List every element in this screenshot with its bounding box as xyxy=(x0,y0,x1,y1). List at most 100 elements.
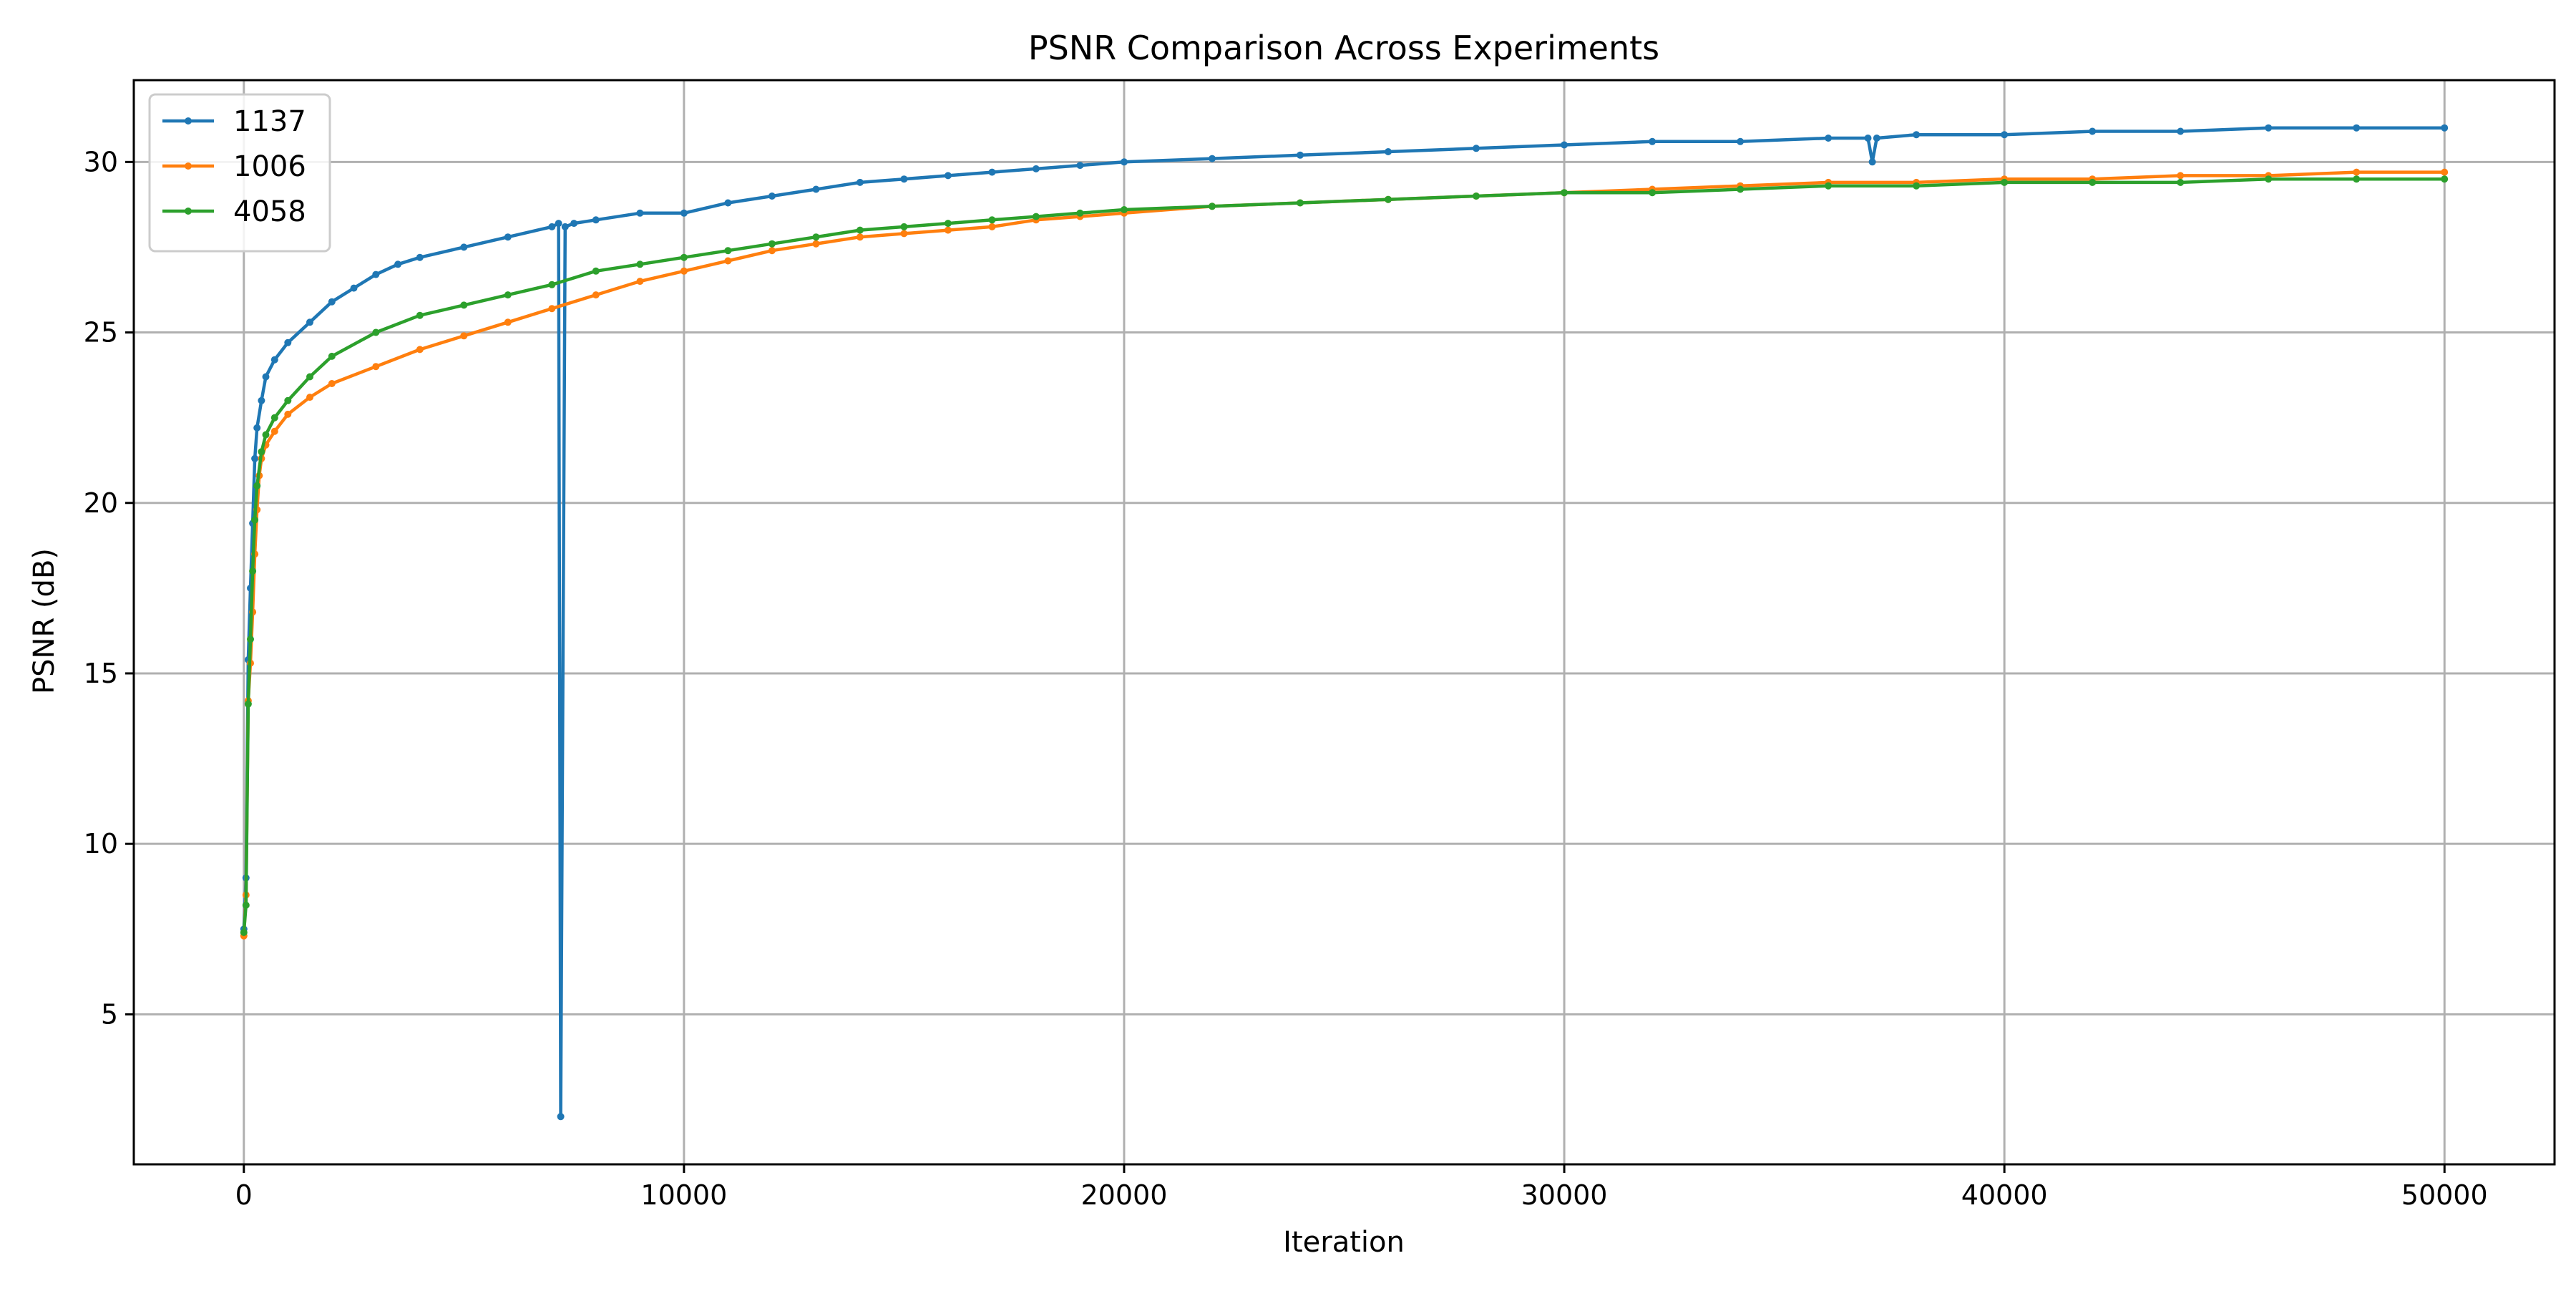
data-point xyxy=(768,247,776,255)
data-point xyxy=(1032,213,1040,220)
data-point xyxy=(1873,135,1880,142)
data-point xyxy=(988,216,996,224)
data-point xyxy=(680,253,688,261)
data-point xyxy=(244,700,252,708)
data-point xyxy=(306,394,313,401)
data-point xyxy=(262,373,270,381)
series-4058 xyxy=(240,175,2449,936)
legend-marker xyxy=(185,208,192,215)
data-point xyxy=(372,363,380,371)
legend-label: 1006 xyxy=(233,150,306,183)
data-point xyxy=(856,233,864,241)
data-point xyxy=(1737,185,1745,193)
data-point xyxy=(251,516,259,524)
legend: 1137 1006 4058 xyxy=(148,93,331,253)
data-point xyxy=(253,482,261,489)
data-point xyxy=(2265,124,2273,132)
y-tick-label: 15 xyxy=(84,658,118,689)
series-1137 xyxy=(240,124,2449,1121)
data-point xyxy=(2177,178,2185,186)
data-point xyxy=(592,216,600,224)
data-point xyxy=(2441,168,2449,176)
data-point xyxy=(1121,206,1128,213)
data-point xyxy=(2441,175,2449,183)
data-point xyxy=(416,311,424,319)
x-tick-label: 50000 xyxy=(2401,1179,2488,1211)
chart-title: PSNR Comparison Across Experiments xyxy=(1028,29,1659,67)
data-point xyxy=(2353,124,2361,132)
data-point xyxy=(350,284,358,292)
data-point xyxy=(1825,135,1833,142)
y-axis-label: PSNR (dB) xyxy=(28,548,61,694)
data-point xyxy=(262,431,270,439)
data-point xyxy=(1473,193,1480,200)
y-tick-label: 25 xyxy=(84,317,118,349)
data-point xyxy=(2001,131,2009,139)
x-tick-label: 10000 xyxy=(640,1179,727,1211)
legend-label: 4058 xyxy=(233,195,306,228)
data-point xyxy=(2177,127,2185,135)
legend-label: 1137 xyxy=(233,105,306,138)
x-tick-label: 30000 xyxy=(1521,1179,1608,1211)
series-layer xyxy=(240,124,2449,1121)
data-point xyxy=(247,635,254,643)
data-point xyxy=(900,175,908,183)
y-tick-label: 5 xyxy=(101,998,118,1030)
data-point xyxy=(249,567,257,575)
data-point xyxy=(724,247,732,255)
data-point xyxy=(2001,178,2009,186)
data-point xyxy=(555,220,562,228)
data-point xyxy=(1297,199,1304,207)
data-point xyxy=(636,278,644,286)
data-point xyxy=(1076,162,1084,170)
data-point xyxy=(2353,175,2361,183)
data-point xyxy=(258,396,265,404)
data-point xyxy=(2177,172,2185,180)
data-point xyxy=(460,301,468,309)
data-point xyxy=(1297,151,1304,159)
data-point xyxy=(328,352,336,360)
data-point xyxy=(328,298,336,306)
data-point xyxy=(1385,148,1392,155)
x-tick-label: 20000 xyxy=(1081,1179,1168,1211)
data-point xyxy=(306,373,313,381)
data-point xyxy=(460,243,468,251)
data-point xyxy=(636,260,644,268)
axis-frame xyxy=(132,79,2556,1166)
data-point xyxy=(284,396,292,404)
data-point xyxy=(680,267,688,275)
data-point xyxy=(1649,189,1657,197)
data-point xyxy=(768,193,776,200)
data-point xyxy=(1864,135,1872,142)
x-tick-label: 0 xyxy=(235,1179,253,1211)
data-point xyxy=(504,291,512,299)
data-point xyxy=(724,257,732,265)
data-point xyxy=(1473,145,1480,152)
data-point xyxy=(636,209,644,217)
data-point xyxy=(680,209,688,217)
data-point xyxy=(570,220,578,228)
data-point xyxy=(944,172,952,180)
data-point xyxy=(944,226,952,234)
data-point xyxy=(258,448,265,456)
legend-entry-1006: 1006 xyxy=(162,150,306,183)
data-point xyxy=(1913,131,1921,139)
data-point xyxy=(812,233,820,241)
data-point xyxy=(1209,155,1216,162)
data-point xyxy=(944,220,952,228)
data-point xyxy=(548,305,556,313)
data-point xyxy=(557,1113,565,1121)
data-point xyxy=(2089,127,2097,135)
data-point xyxy=(548,281,556,288)
data-point xyxy=(724,199,732,207)
data-point xyxy=(900,230,908,238)
grid-layer xyxy=(134,80,2555,1164)
data-point xyxy=(270,427,278,435)
data-point xyxy=(768,240,776,248)
data-point xyxy=(1209,203,1216,210)
data-point xyxy=(1121,158,1128,166)
data-point xyxy=(253,424,261,432)
data-point xyxy=(988,168,996,176)
